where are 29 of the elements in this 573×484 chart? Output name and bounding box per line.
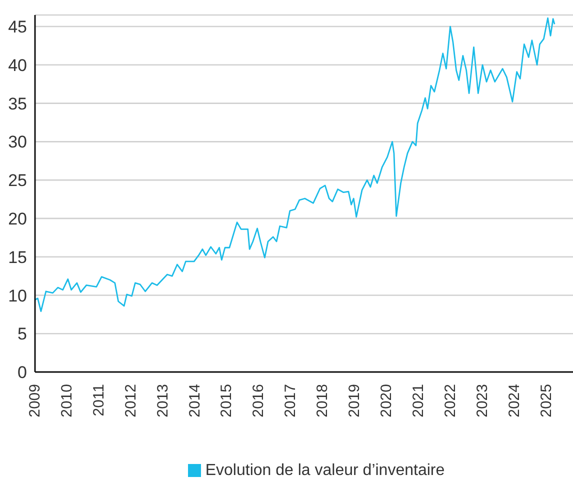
x-tick-label: 2009	[26, 384, 44, 418]
y-tick-label: 45	[8, 18, 27, 37]
y-tick-label: 15	[8, 248, 27, 267]
x-tick-label: 2015	[218, 384, 236, 418]
x-tick-label: 2012	[122, 384, 140, 418]
x-tick-label: 2016	[250, 384, 268, 418]
x-tick-label: 2019	[346, 384, 364, 418]
x-tick-label: 2018	[314, 384, 332, 418]
y-tick-label: 5	[18, 324, 27, 344]
x-tick-label: 2024	[506, 384, 523, 418]
y-tick-label: 20	[8, 209, 27, 228]
x-tick-label: 2010	[58, 384, 76, 418]
x-tick-label: 2025	[538, 384, 555, 418]
x-tick-label: 2011	[90, 384, 108, 416]
x-tick-label: 2013	[154, 384, 172, 418]
y-tick-label: 35	[8, 94, 27, 114]
y-tick-label: 25	[8, 171, 27, 190]
x-tick-label: 2021	[410, 384, 428, 418]
x-tick-label: 2022	[442, 384, 459, 418]
y-tick-label: 0	[18, 363, 27, 382]
line-series	[35, 17, 556, 312]
x-tick-label: 2020	[378, 384, 396, 418]
x-tick-label: 2014	[186, 384, 204, 418]
legend-label: Evolution de la valeur d’inventaire	[205, 462, 445, 479]
x-tick-label: 2023	[474, 384, 491, 418]
x-tick-label: 2017	[282, 384, 300, 418]
y-tick-label: 30	[8, 132, 27, 152]
y-tick-label: 10	[8, 286, 27, 306]
y-tick-label: 40	[8, 56, 27, 75]
